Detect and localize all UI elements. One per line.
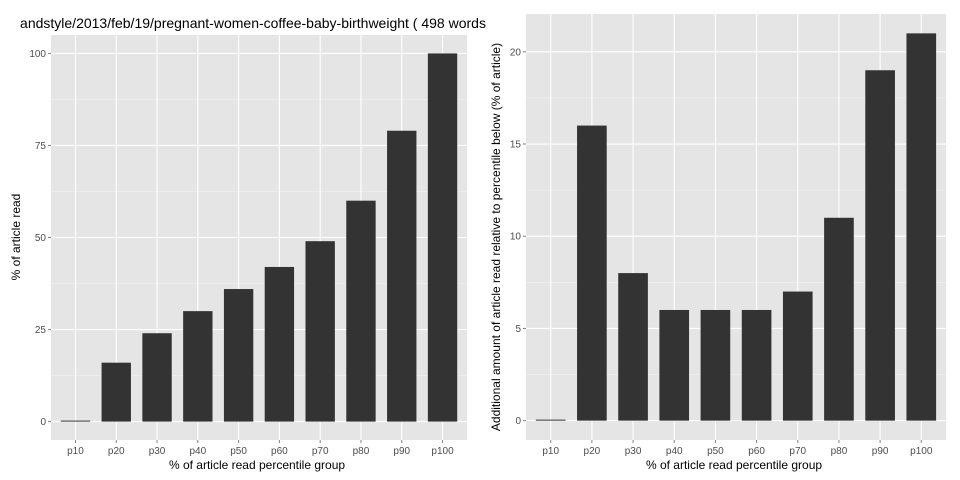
bar-p50 — [223, 289, 254, 422]
x-tick-label-p60: p60 — [271, 446, 288, 457]
x-tick-label-p20: p20 — [108, 446, 125, 457]
x-tick-label-p10: p10 — [542, 446, 559, 457]
x-tick-label-p70: p70 — [789, 446, 806, 457]
x-tick-label-p100: p100 — [910, 446, 933, 457]
x-tick-label-p40: p40 — [189, 446, 206, 457]
y-tick-label: 50 — [35, 233, 47, 244]
y-tick-label: 0 — [40, 417, 46, 428]
x-tick-label-p90: p90 — [393, 446, 410, 457]
x-tick-label-p50: p50 — [230, 446, 247, 457]
x-tick-label-p70: p70 — [312, 446, 329, 457]
bar-p40 — [659, 309, 690, 421]
bar-p10 — [60, 420, 91, 422]
y-tick-label: 25 — [35, 325, 47, 336]
y-tick-label: 0 — [515, 416, 521, 427]
y-tick-label: 15 — [510, 140, 522, 151]
x-tick-label-p50: p50 — [707, 446, 724, 457]
x-tick-label-p30: p30 — [149, 446, 166, 457]
bar-p100 — [427, 53, 458, 422]
x-tick-label-p60: p60 — [748, 446, 765, 457]
chart-left-bars — [60, 53, 458, 422]
chart-left-title: andstyle/2013/feb/19/pregnant-women-coff… — [20, 15, 486, 31]
bar-p60 — [741, 309, 772, 421]
bar-p80 — [346, 200, 376, 422]
chart-right-x-axis-label: % of article read percentile group — [646, 458, 822, 472]
bar-p50 — [700, 309, 731, 421]
y-tick-label: 5 — [515, 324, 521, 335]
bar-p30 — [142, 333, 172, 422]
x-tick-label-p90: p90 — [872, 446, 889, 457]
x-tick-label-p100: p100 — [431, 446, 454, 457]
chart-right-x-ticks: p10 p20 p30 p40 p50 p60 p70 p80 p90 p100 — [542, 440, 933, 457]
chart-left-x-ticks: p10 p20 p30 p40 p50 p60 p70 p80 p90 p100 — [67, 440, 454, 457]
x-tick-label-p10: p10 — [67, 446, 84, 457]
chart-right-y-ticks: 0 5 10 15 20 — [510, 47, 526, 427]
x-tick-label-p80: p80 — [831, 446, 848, 457]
chart-right: 0 5 10 15 20 p10 p20 p30 p40 p50 p60 p70 p80 p90 p100… — [489, 14, 946, 472]
x-tick-label-p20: p20 — [584, 446, 601, 457]
bar-p90 — [387, 130, 417, 422]
bar-p80 — [824, 217, 854, 421]
chart-right-y-axis-label: Additional amount of article read relati… — [489, 43, 503, 431]
bar-p90 — [865, 70, 895, 421]
x-tick-label-p80: p80 — [353, 446, 370, 457]
y-tick-label: 75 — [35, 141, 47, 152]
chart-right-bars — [535, 33, 937, 421]
bar-p20 — [577, 125, 607, 421]
x-tick-label-p30: p30 — [625, 446, 642, 457]
y-tick-label: 10 — [510, 232, 522, 243]
bar-p70 — [305, 241, 335, 422]
chart-left: andstyle/2013/feb/19/pregnant-women-coff… — [9, 15, 486, 472]
bar-p70 — [782, 291, 813, 421]
bar-p100 — [906, 33, 937, 421]
bar-p60 — [264, 266, 295, 422]
chart-left-y-axis-label: % of article read — [9, 194, 23, 281]
bar-p10 — [535, 419, 566, 421]
chart-left-y-ticks: 0 25 50 75 100 — [29, 49, 51, 428]
bar-p20 — [101, 362, 131, 422]
bar-p40 — [183, 311, 213, 422]
x-tick-label-p40: p40 — [666, 446, 683, 457]
chart-left-x-axis-label: % of article read percentile group — [169, 458, 345, 472]
bar-p30 — [618, 273, 648, 421]
y-tick-label: 20 — [510, 47, 522, 58]
y-tick-label: 100 — [29, 49, 46, 60]
